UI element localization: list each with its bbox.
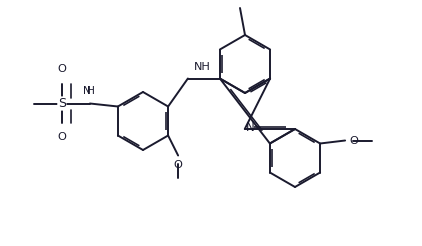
Text: O: O — [349, 136, 358, 145]
Text: H: H — [87, 87, 95, 96]
Text: N: N — [83, 87, 91, 96]
Text: O: O — [174, 160, 183, 170]
Text: O: O — [57, 64, 66, 75]
Text: O: O — [57, 133, 66, 142]
Text: NH: NH — [193, 62, 210, 72]
Text: S: S — [58, 97, 66, 110]
Text: N: N — [246, 121, 254, 134]
